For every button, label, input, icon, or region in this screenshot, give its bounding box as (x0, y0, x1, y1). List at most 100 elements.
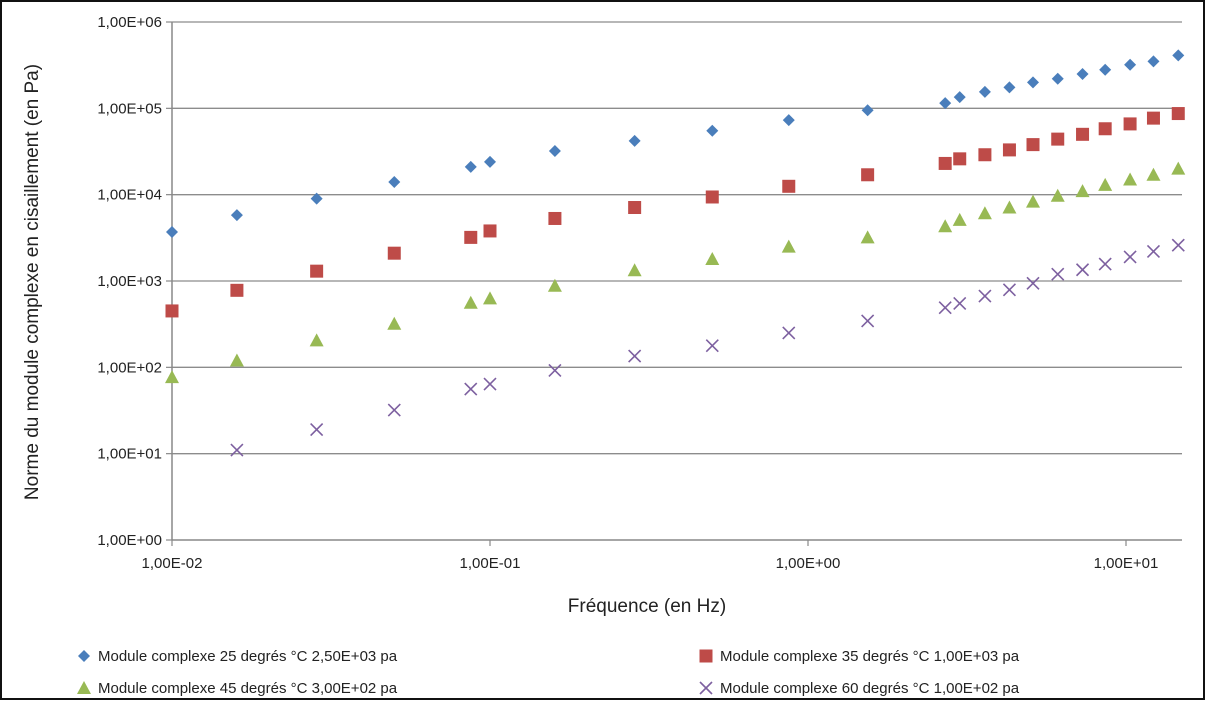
data-point (387, 246, 401, 260)
data-point (977, 206, 992, 220)
data-point (548, 211, 562, 225)
x-axis-title: Fréquence (en Hz) (568, 596, 726, 617)
data-point (782, 179, 796, 193)
data-point (952, 212, 967, 226)
data-point (1076, 67, 1089, 80)
data-point (229, 353, 244, 367)
data-point (1051, 132, 1065, 146)
legend-marker-35 (699, 649, 713, 663)
legend-item-35: Module complexe 35 degrés °C 1,00E+03 pa (699, 648, 1020, 665)
legend-marker-60 (699, 681, 713, 695)
data-point (547, 278, 562, 292)
legend-label-25: Module complexe 25 degrés °C 2,50E+03 pa (98, 648, 398, 665)
data-point (387, 403, 401, 417)
legend-marker-25 (78, 650, 90, 662)
data-point (464, 382, 478, 396)
legend-marker-symbol (699, 649, 713, 663)
x-tick-label: 1,00E+00 (776, 555, 841, 572)
x-tick-label: 1,00E-02 (142, 555, 203, 572)
data-point (1172, 49, 1185, 62)
legend-item-60: Module complexe 60 degrés °C 1,00E+02 pa (699, 680, 1020, 697)
data-point (1146, 167, 1161, 181)
y-tick-label: 1,00E+02 (97, 359, 162, 376)
data-point (464, 230, 478, 244)
legend: Module complexe 25 degrés °C 2,50E+03 pa… (77, 648, 1020, 697)
data-point (483, 291, 498, 305)
data-point (1003, 81, 1016, 94)
data-point (310, 192, 323, 205)
data-point (1026, 194, 1041, 208)
data-points (165, 49, 1186, 457)
data-point (1171, 107, 1185, 121)
data-point (938, 156, 952, 170)
data-point (628, 134, 641, 147)
data-point (705, 190, 719, 204)
series-0 (166, 49, 1185, 238)
data-point (1051, 267, 1065, 281)
data-point (627, 263, 642, 277)
legend-item-45: Module complexe 45 degrés °C 3,00E+02 pa (77, 680, 398, 697)
data-point (978, 289, 992, 303)
data-point (1171, 238, 1185, 252)
data-point (1076, 127, 1090, 141)
legend-marker-symbol (699, 681, 713, 695)
data-point (1171, 161, 1186, 175)
data-point (938, 219, 953, 233)
x-tick-label: 1,00E+01 (1094, 555, 1159, 572)
series-1 (165, 107, 1185, 318)
grid-layer (172, 21, 1182, 455)
legend-item-25: Module complexe 25 degrés °C 2,50E+03 pa (78, 648, 398, 665)
data-point (387, 316, 402, 330)
y-tick-label: 1,00E+05 (97, 100, 162, 117)
legend-marker-symbol (78, 650, 90, 662)
data-point (705, 251, 720, 265)
data-point (165, 370, 179, 384)
data-point (628, 349, 642, 363)
data-point (1098, 257, 1112, 271)
data-point (953, 91, 966, 104)
data-point (1147, 55, 1160, 68)
y-axis-title: Norme du module complexe en cisaillement… (22, 64, 43, 500)
legend-marker-45 (77, 681, 91, 694)
data-point (861, 314, 875, 328)
data-point (978, 148, 992, 162)
series-2 (165, 161, 1186, 384)
data-point (230, 443, 244, 457)
data-point (782, 114, 795, 127)
data-point (548, 145, 561, 158)
data-point (978, 85, 991, 98)
data-point (1124, 58, 1137, 71)
data-point (939, 97, 952, 110)
data-point (938, 301, 952, 315)
data-point (548, 363, 562, 378)
data-point (483, 224, 497, 238)
data-point (706, 124, 719, 137)
data-point (230, 283, 244, 297)
y-tick-label: 1,00E+00 (97, 532, 162, 549)
data-point (1051, 72, 1064, 85)
data-point (860, 230, 875, 244)
data-point (484, 155, 497, 168)
data-point (1002, 283, 1017, 297)
data-point (1075, 184, 1090, 198)
data-point (463, 295, 478, 309)
data-point (782, 326, 796, 340)
data-point (1026, 276, 1040, 290)
data-point (1098, 122, 1112, 136)
data-point (309, 333, 324, 347)
data-point (1146, 244, 1161, 259)
data-point (1075, 263, 1090, 277)
data-point (781, 239, 796, 253)
y-tick-label: 1,00E+04 (97, 187, 162, 204)
data-point (166, 225, 178, 238)
y-tick-label: 1,00E+06 (97, 14, 162, 31)
data-point (230, 209, 243, 222)
data-point (1123, 250, 1137, 264)
x-tick-label: 1,00E-01 (460, 555, 521, 572)
series-3 (230, 238, 1185, 457)
data-point (861, 104, 874, 117)
data-point (1123, 172, 1138, 186)
data-point (953, 152, 967, 166)
data-point (310, 423, 324, 437)
